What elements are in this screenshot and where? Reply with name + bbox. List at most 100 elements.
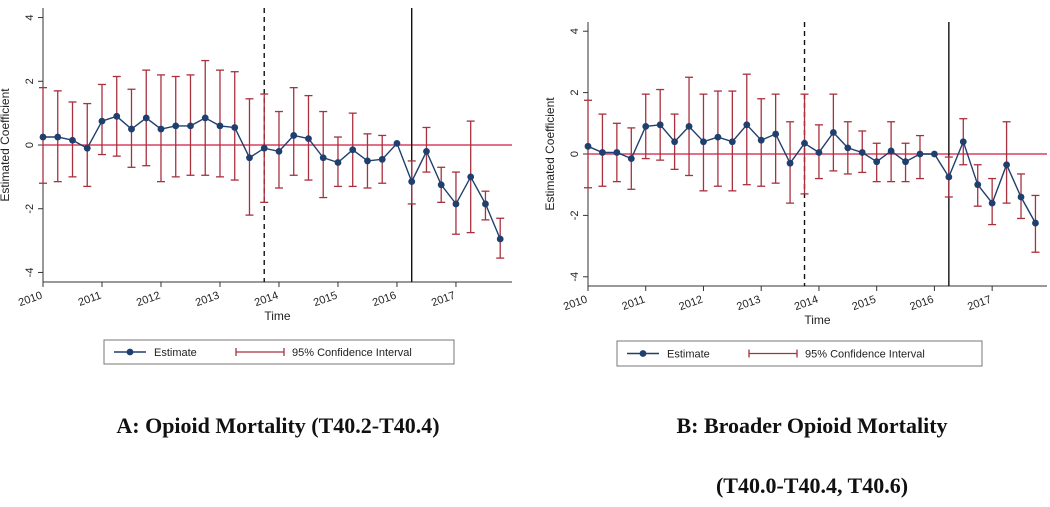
x-tick-label: 2016 bbox=[908, 294, 935, 314]
estimate-point bbox=[157, 125, 165, 133]
estimate-point bbox=[305, 135, 312, 143]
estimate-point bbox=[482, 200, 489, 208]
x-tick-label: 2011 bbox=[620, 294, 646, 313]
estimate-point bbox=[728, 138, 736, 146]
estimate-point bbox=[916, 150, 924, 158]
estimate-point bbox=[642, 122, 650, 130]
estimate-point bbox=[216, 122, 224, 130]
estimate-point bbox=[931, 150, 938, 158]
estimate-point bbox=[974, 181, 982, 189]
estimate-point bbox=[128, 125, 135, 133]
y-tick-label: 0 bbox=[569, 151, 581, 157]
estimate-point bbox=[201, 114, 209, 122]
y-tick-label: 4 bbox=[569, 28, 581, 34]
estimate-point bbox=[700, 138, 707, 146]
x-tick-label: 2017 bbox=[430, 290, 457, 310]
estimate-point bbox=[83, 144, 91, 152]
y-tick-label: -2 bbox=[569, 211, 581, 221]
estimate-point bbox=[364, 157, 371, 165]
estimate-point bbox=[844, 144, 852, 152]
estimate-point bbox=[231, 124, 239, 131]
estimate-point bbox=[98, 117, 106, 125]
y-axis-title: Estimated Coefficient bbox=[543, 97, 557, 211]
estimate-point bbox=[959, 138, 967, 146]
estimate-point bbox=[452, 200, 460, 208]
estimate-line bbox=[43, 115, 501, 240]
chart-a-caption: A: Opioid Mortality (T40.2-T40.4) bbox=[116, 413, 440, 438]
estimate-point bbox=[187, 122, 194, 130]
estimate-point bbox=[113, 112, 121, 120]
x-tick-label: 2010 bbox=[17, 290, 44, 310]
x-tick-label: 2012 bbox=[135, 290, 162, 310]
estimate-point bbox=[334, 159, 342, 166]
estimate-point bbox=[319, 154, 327, 162]
y-tick-label: -4 bbox=[24, 268, 36, 278]
x-tick-label: 2015 bbox=[851, 294, 878, 314]
estimate-point bbox=[275, 147, 283, 155]
x-tick-label: 2012 bbox=[677, 294, 704, 314]
y-tick-label: 2 bbox=[24, 78, 36, 84]
estimate-point bbox=[1017, 193, 1025, 201]
estimate-point bbox=[496, 235, 504, 243]
estimate-point bbox=[858, 149, 866, 156]
legend-ci-label: 95% Confidence Interval bbox=[292, 347, 412, 359]
y-tick-label: -2 bbox=[24, 204, 36, 214]
chart-a: -4 -2 0 2 4 2010 2011 2012 2013 2014 2015 2016 2017 E… bbox=[0, 8, 512, 365]
estimate-point bbox=[437, 181, 445, 189]
estimate-point bbox=[467, 173, 475, 181]
x-tick-label: 2011 bbox=[77, 290, 103, 309]
estimate-point bbox=[685, 122, 693, 130]
y-tick-label: 0 bbox=[24, 142, 36, 148]
y-tick-label: 4 bbox=[24, 14, 36, 20]
estimate-point bbox=[260, 144, 268, 152]
legend-ci-label: 95% Confidence Interval bbox=[805, 349, 925, 361]
estimate-point bbox=[142, 114, 150, 122]
estimate-point bbox=[772, 130, 780, 138]
x-tick-label: 2014 bbox=[793, 294, 820, 314]
estimate-point bbox=[246, 154, 253, 162]
estimate-point bbox=[887, 147, 895, 155]
x-axis-title: Time bbox=[804, 313, 831, 327]
estimate-point bbox=[599, 149, 606, 156]
estimate-point bbox=[1032, 219, 1039, 227]
estimate-point bbox=[988, 199, 996, 207]
y-tick-label: 2 bbox=[569, 90, 581, 96]
estimate-point bbox=[829, 129, 837, 136]
estimate-point bbox=[54, 133, 62, 141]
estimate-point bbox=[757, 136, 765, 144]
x-tick-label: 2016 bbox=[371, 290, 398, 310]
chart-b-caption-line-1: B: Broader Opioid Mortality bbox=[676, 413, 948, 438]
estimate-point bbox=[945, 173, 953, 181]
x-tick-label: 2015 bbox=[312, 290, 339, 310]
estimate-point bbox=[378, 155, 386, 163]
estimate-point bbox=[172, 122, 180, 130]
estimate-point bbox=[801, 139, 808, 147]
estimate-point bbox=[786, 159, 794, 167]
estimate-point bbox=[743, 121, 751, 129]
x-tick-label: 2013 bbox=[194, 290, 221, 310]
x-tick-label: 2014 bbox=[253, 290, 280, 310]
estimate-point bbox=[671, 138, 679, 146]
x-tick-label: 2010 bbox=[562, 294, 589, 314]
y-axis-title: Estimated Coefficient bbox=[0, 88, 12, 202]
estimate-point bbox=[815, 149, 823, 156]
chart-b: -4 -2 0 2 4 2010 2011 2012 2013 2014 2015 2016 2017 E… bbox=[543, 22, 1047, 367]
estimate-point bbox=[656, 121, 664, 129]
legend-estimate-marker bbox=[639, 350, 647, 357]
estimate-point bbox=[69, 136, 76, 144]
estimate-point bbox=[290, 132, 298, 139]
estimate-point bbox=[627, 155, 635, 163]
estimate-point bbox=[873, 158, 881, 166]
estimate-point bbox=[349, 146, 357, 154]
legend-estimate-label: Estimate bbox=[667, 349, 710, 361]
estimate-point bbox=[39, 133, 47, 141]
estimate-point bbox=[408, 178, 416, 186]
x-tick-label: 2013 bbox=[735, 294, 762, 314]
legend-box bbox=[616, 340, 983, 367]
x-axis-title: Time bbox=[264, 309, 291, 323]
estimate-point bbox=[714, 133, 722, 141]
estimate-point bbox=[584, 142, 592, 150]
legend-estimate-label: Estimate bbox=[154, 347, 197, 359]
estimate-point bbox=[393, 140, 401, 147]
y-tick-label: -4 bbox=[569, 272, 581, 282]
